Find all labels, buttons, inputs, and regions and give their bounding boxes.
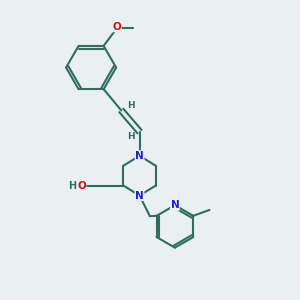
Text: N: N [135,190,144,200]
Text: O: O [112,22,121,32]
Text: O: O [77,181,86,190]
Text: H: H [127,100,134,109]
Text: N: N [135,151,144,161]
Text: H: H [127,132,134,141]
Text: N: N [170,200,179,210]
Text: H: H [76,180,85,190]
Text: H: H [68,181,76,190]
